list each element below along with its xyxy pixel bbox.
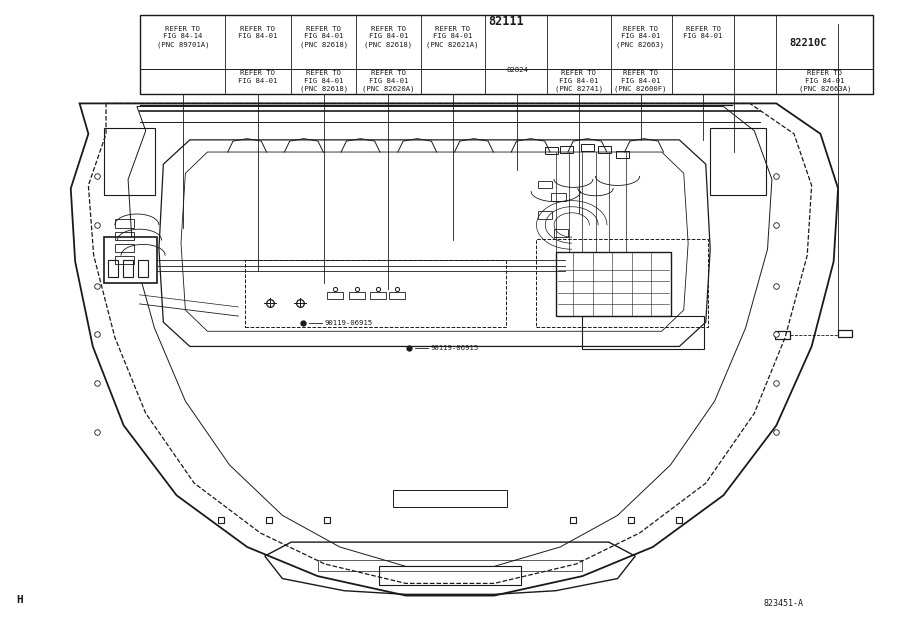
Bar: [560, 146, 573, 153]
Text: 82111: 82111: [489, 15, 525, 28]
Bar: [318, 560, 582, 571]
Bar: [370, 292, 385, 299]
Bar: [616, 151, 629, 158]
Text: REFER TO
FIG 84-01: REFER TO FIG 84-01: [683, 25, 723, 40]
Text: REFER TO
FIG 84-01
(PNC 82600F): REFER TO FIG 84-01 (PNC 82600F): [615, 70, 667, 92]
Text: 90119-06915: 90119-06915: [430, 345, 479, 352]
Bar: [115, 232, 134, 240]
Bar: [392, 490, 508, 507]
Bar: [580, 143, 594, 151]
Text: REFER TO
FIG 84-01
(PNC 82620A): REFER TO FIG 84-01 (PNC 82620A): [362, 70, 415, 92]
Bar: [775, 330, 790, 339]
Text: REFER TO
FIG 84-01
(PNC 82618): REFER TO FIG 84-01 (PNC 82618): [300, 25, 348, 48]
Text: REFER TO
FIG 84-01: REFER TO FIG 84-01: [238, 25, 277, 40]
Text: 90119-06915: 90119-06915: [325, 321, 373, 326]
Bar: [554, 229, 568, 237]
Text: REFER TO
FIG 84-01
(PNC 82618): REFER TO FIG 84-01 (PNC 82618): [300, 70, 348, 92]
Bar: [380, 567, 520, 585]
Bar: [582, 316, 704, 350]
Text: 82824: 82824: [506, 67, 528, 73]
Bar: [556, 252, 670, 316]
Text: 823451-A: 823451-A: [763, 599, 803, 608]
Text: REFER TO
FIG 84-01
(PNC 82663): REFER TO FIG 84-01 (PNC 82663): [616, 25, 664, 48]
Text: REFER TO
FIG 84-01: REFER TO FIG 84-01: [238, 70, 277, 84]
Bar: [552, 193, 565, 201]
Bar: [389, 292, 405, 299]
Bar: [115, 244, 134, 252]
Bar: [122, 260, 133, 277]
Text: REFER TO
FIG 84-01
(PNC 82618): REFER TO FIG 84-01 (PNC 82618): [364, 25, 412, 48]
Bar: [246, 260, 506, 327]
Bar: [538, 211, 553, 219]
Bar: [104, 237, 158, 283]
Bar: [115, 219, 134, 228]
Text: REFER TO
FIG 84-14
(PNC 89701A): REFER TO FIG 84-14 (PNC 89701A): [157, 25, 209, 48]
Text: REFER TO
FIG 84-01
(PNC 82621A): REFER TO FIG 84-01 (PNC 82621A): [427, 25, 479, 48]
Text: 82210C: 82210C: [789, 38, 827, 48]
Text: H: H: [16, 595, 22, 604]
Bar: [115, 256, 134, 265]
Bar: [598, 146, 611, 153]
Bar: [349, 292, 365, 299]
Bar: [328, 292, 343, 299]
Bar: [545, 147, 559, 154]
Bar: [108, 260, 119, 277]
Text: REFER TO
FIG 84-01
(PNC 82663A): REFER TO FIG 84-01 (PNC 82663A): [798, 70, 851, 92]
Text: REFER TO
FIG 84-01
(PNC 82741): REFER TO FIG 84-01 (PNC 82741): [554, 70, 603, 92]
Bar: [536, 239, 708, 327]
Bar: [140, 16, 873, 94]
Bar: [138, 260, 148, 277]
Bar: [538, 180, 553, 188]
Bar: [838, 330, 852, 337]
